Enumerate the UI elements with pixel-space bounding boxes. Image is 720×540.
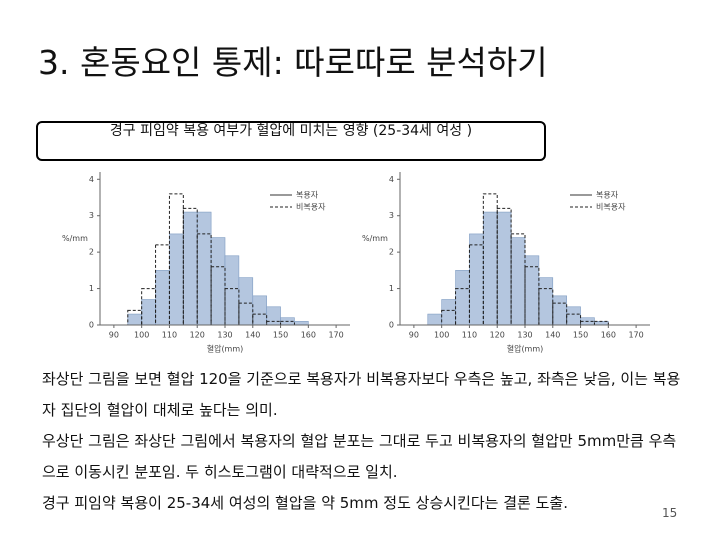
y-tick-label: 1 [89,284,94,293]
histogram-bar [580,320,595,326]
y-tick-label: 4 [89,175,94,184]
histogram-bar [127,313,142,326]
y-tick-label: 4 [389,175,394,184]
histogram-bar [238,277,254,326]
histogram-bar [510,237,526,326]
paragraph: 좌상단 그림을 보면 혈압 120을 기준으로 복용자가 비복용자보다 우측은 … [42,370,681,419]
histogram-bar [538,277,554,326]
histogram-bar [524,266,540,326]
y-axis-label: %/mm [62,234,88,243]
y-tick-label: 0 [389,321,394,330]
histogram-bar [183,211,198,326]
x-tick-label: 150 [573,331,588,340]
histogram-bar [593,320,609,326]
histogram-bar [294,321,309,326]
x-tick-label: 140 [245,331,260,340]
histogram-bar [483,211,498,326]
x-tick-label: 110 [462,331,477,340]
legend-label: 비복용자 [296,203,326,212]
histogram-bar [210,237,226,326]
legend-label: 비복용자 [596,203,626,212]
histogram-bar [469,233,484,326]
x-tick-label: 150 [273,331,288,340]
histogram-bar [169,233,184,326]
page-number: 15 [662,506,678,520]
paragraph: 경구 피임약 복용이 25-34세 여성의 혈압을 약 5mm 정도 상승시킨다… [42,494,568,512]
histogram-bar [552,295,567,326]
legend-label: 복용자 [596,191,619,200]
histogram-bar [210,266,226,326]
histogram-bar [566,306,581,326]
x-tick-label: 110 [162,331,177,340]
x-tick-label: 170 [328,331,343,340]
x-tick-label: 130 [517,331,532,340]
x-tick-label: 120 [490,331,505,340]
histogram-bar [594,321,609,326]
histogram-bar [524,255,540,326]
slide-title: 3. 혼동요인 통제: 따로따로 분석하기 [38,43,548,82]
x-tick-label: 90 [409,331,419,340]
histogram-bar [155,270,170,326]
paragraph: 우상단 그림은 좌상단 그림에서 복용자의 혈압 분포는 그대로 두고 비복용자… [42,432,677,481]
y-tick-label: 0 [89,321,94,330]
x-tick-label: 130 [217,331,232,340]
histogram-bar [455,270,470,326]
histogram-bar [266,320,282,326]
x-tick-label: 120 [190,331,205,340]
y-tick-label: 1 [389,284,394,293]
x-axis-label: 혈압(mm) [207,344,244,354]
x-tick-label: 90 [109,331,119,340]
histogram-chart: 0 1 2 3 4 90 100 110 120 130 140 150 160 170 혈압(mm) %/m… [62,172,350,354]
x-tick-label: 100 [434,331,449,340]
y-tick-label: 2 [89,248,94,257]
histogram-bar [224,255,240,326]
x-tick-label: 100 [134,331,149,340]
histogram-bar [280,320,295,326]
x-axis-label: 혈압(mm) [507,344,544,354]
histogram-bar [441,299,456,326]
histogram-bar [266,306,281,326]
histogram-bar [427,313,442,326]
histogram-chart: 0 1 2 3 4 90 100 110 120 130 140 150 160 170 혈압(mm) %/m… [362,172,650,354]
histogram-bar [196,211,212,326]
y-tick-label: 2 [389,248,394,257]
histogram-bar [496,211,512,326]
x-tick-label: 160 [301,331,316,340]
y-tick-label: 3 [389,211,394,220]
histogram-bar [141,299,156,326]
x-tick-label: 170 [628,331,643,340]
histogram-bar [252,295,267,326]
legend-label: 복용자 [296,191,319,200]
x-tick-label: 160 [601,331,616,340]
caption-box: 경구 피임약 복용 여부가 혈압에 미치는 영향 (25-34세 여성 ) [36,121,546,161]
y-tick-label: 3 [89,211,94,220]
y-axis-label: %/mm [362,234,388,243]
x-tick-label: 140 [545,331,560,340]
